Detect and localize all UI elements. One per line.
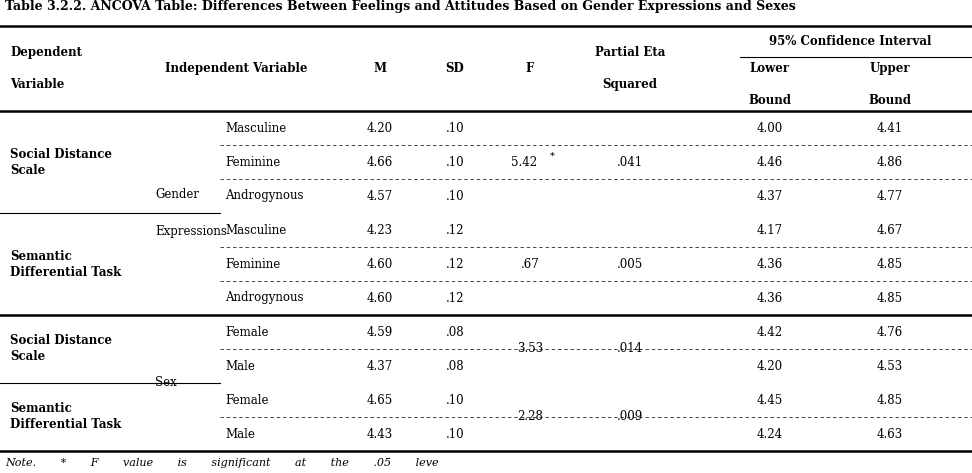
Text: 4.46: 4.46 (757, 156, 783, 168)
Text: .12: .12 (446, 291, 465, 305)
Text: 4.65: 4.65 (366, 394, 393, 406)
Text: 4.20: 4.20 (757, 359, 783, 373)
Text: 4.60: 4.60 (366, 291, 393, 305)
Text: 4.86: 4.86 (877, 156, 903, 168)
Text: M: M (373, 62, 387, 75)
Text: 4.77: 4.77 (877, 190, 903, 202)
Text: .009: .009 (617, 411, 643, 423)
Text: .041: .041 (617, 156, 643, 168)
Text: Male: Male (225, 359, 255, 373)
Text: Feminine: Feminine (225, 257, 280, 271)
Text: .014: .014 (617, 342, 643, 356)
Text: Semantic
Differential Task: Semantic Differential Task (10, 403, 122, 431)
Text: 4.43: 4.43 (366, 428, 393, 440)
Text: Gender: Gender (155, 188, 199, 201)
Text: 4.67: 4.67 (877, 224, 903, 236)
Text: Masculine: Masculine (225, 224, 286, 236)
Text: 3.53: 3.53 (517, 342, 543, 356)
Text: .08: .08 (446, 359, 465, 373)
Text: 4.63: 4.63 (877, 428, 903, 440)
Text: SD: SD (445, 62, 465, 75)
Text: Female: Female (225, 325, 268, 339)
Text: 4.66: 4.66 (366, 156, 393, 168)
Text: 4.59: 4.59 (366, 325, 393, 339)
Text: .10: .10 (446, 122, 465, 134)
Text: Semantic
Differential Task: Semantic Differential Task (10, 249, 122, 279)
Text: Sex: Sex (155, 377, 177, 389)
Text: Partial Eta

Squared: Partial Eta Squared (595, 46, 665, 91)
Text: 4.42: 4.42 (757, 325, 783, 339)
Text: 4.45: 4.45 (757, 394, 783, 406)
Text: Androgynous: Androgynous (225, 190, 303, 202)
Text: Feminine: Feminine (225, 156, 280, 168)
Text: Androgynous: Androgynous (225, 291, 303, 305)
Text: 4.20: 4.20 (367, 122, 393, 134)
Text: 4.85: 4.85 (877, 394, 903, 406)
Text: .67: .67 (521, 257, 539, 271)
Text: 2.28: 2.28 (517, 411, 543, 423)
Text: .12: .12 (446, 257, 465, 271)
Text: 4.53: 4.53 (877, 359, 903, 373)
Text: .12: .12 (446, 224, 465, 236)
Text: .08: .08 (446, 325, 465, 339)
Text: 4.85: 4.85 (877, 291, 903, 305)
Text: Social Distance
Scale: Social Distance Scale (10, 148, 112, 176)
Text: 4.60: 4.60 (366, 257, 393, 271)
Text: 4.00: 4.00 (757, 122, 783, 134)
Text: 4.23: 4.23 (367, 224, 393, 236)
Text: .10: .10 (446, 394, 465, 406)
Text: .005: .005 (617, 257, 643, 271)
Text: 4.85: 4.85 (877, 257, 903, 271)
Text: Male: Male (225, 428, 255, 440)
Text: Table 3.2.2. ANCOVA Table: Differences Between Feelings and Attitudes Based on G: Table 3.2.2. ANCOVA Table: Differences B… (5, 0, 796, 13)
Text: 4.37: 4.37 (757, 190, 783, 202)
Text: Dependent

Variable: Dependent Variable (10, 46, 82, 91)
Text: 4.17: 4.17 (757, 224, 783, 236)
Text: Masculine: Masculine (225, 122, 286, 134)
Text: 5.42: 5.42 (511, 156, 538, 168)
Text: Expressions: Expressions (155, 225, 226, 238)
Text: *: * (549, 152, 554, 161)
Text: Upper

Bound: Upper Bound (869, 61, 912, 106)
Text: Lower

Bound: Lower Bound (748, 61, 791, 106)
Text: 4.57: 4.57 (366, 190, 393, 202)
Text: .10: .10 (446, 190, 465, 202)
Text: Note.       *       F       value       is       significant       at       the : Note. * F value is significant at the (5, 458, 438, 468)
Text: 4.37: 4.37 (366, 359, 393, 373)
Text: Female: Female (225, 394, 268, 406)
Text: 4.36: 4.36 (757, 257, 783, 271)
Text: 4.76: 4.76 (877, 325, 903, 339)
Text: 4.36: 4.36 (757, 291, 783, 305)
Text: .10: .10 (446, 156, 465, 168)
Text: 4.24: 4.24 (757, 428, 783, 440)
Text: 95% Confidence Interval: 95% Confidence Interval (769, 35, 931, 48)
Text: Independent Variable: Independent Variable (165, 62, 307, 75)
Text: Social Distance
Scale: Social Distance Scale (10, 334, 112, 363)
Text: F: F (526, 62, 535, 75)
Text: 4.41: 4.41 (877, 122, 903, 134)
Text: .10: .10 (446, 428, 465, 440)
